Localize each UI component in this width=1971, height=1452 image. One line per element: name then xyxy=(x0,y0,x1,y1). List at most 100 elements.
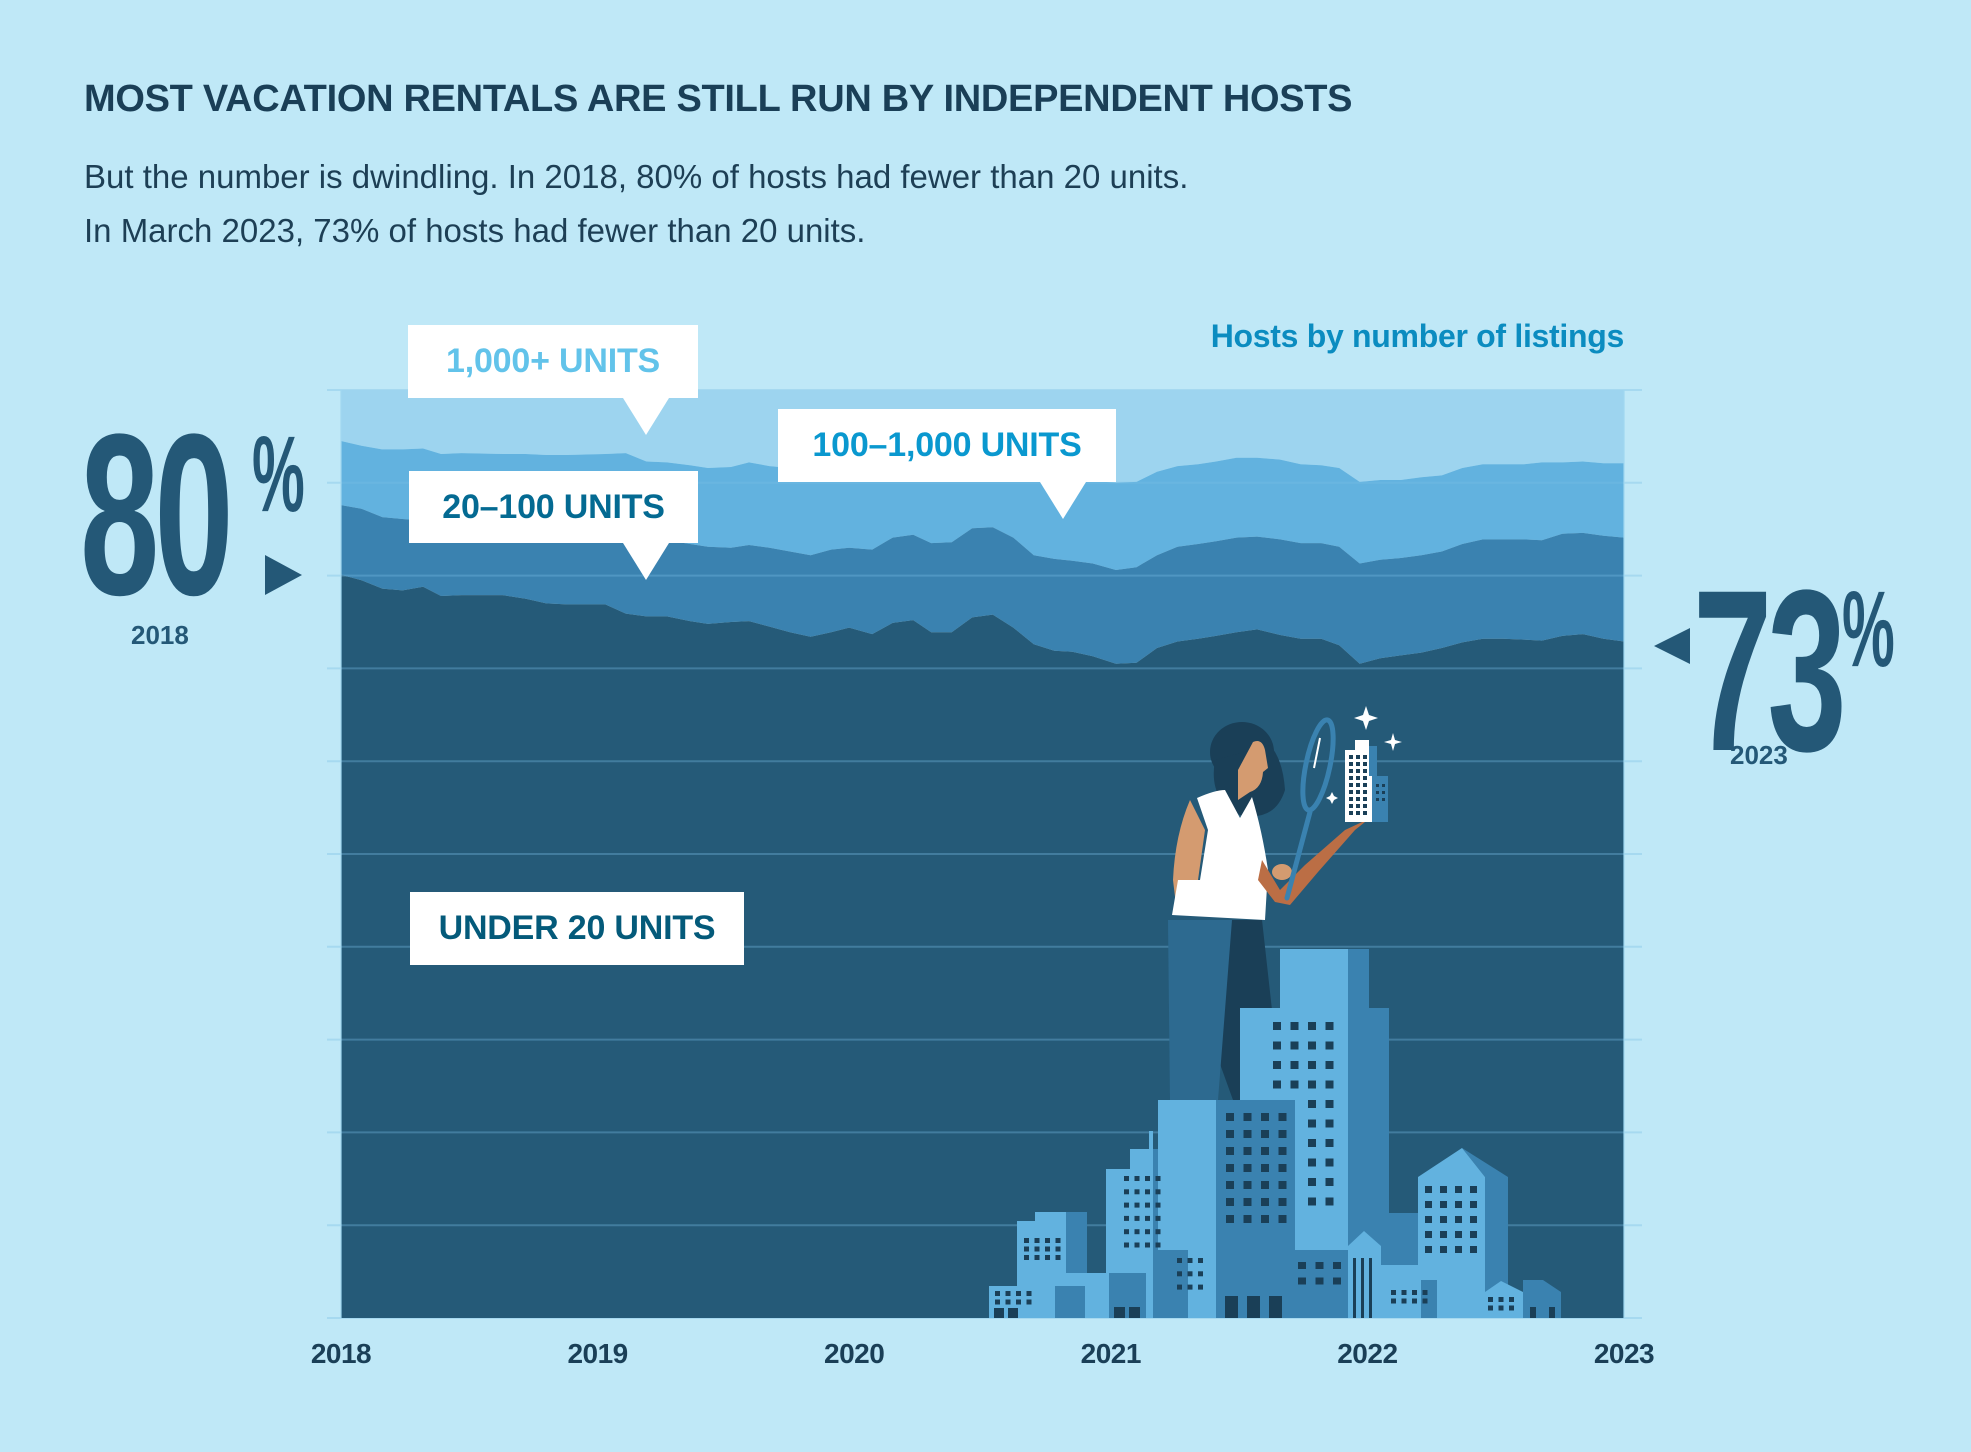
window xyxy=(1261,1198,1269,1206)
callout-pointer xyxy=(1040,482,1086,519)
window xyxy=(1356,797,1360,801)
window xyxy=(1273,1022,1281,1030)
window xyxy=(1278,1215,1287,1223)
window xyxy=(1363,762,1367,766)
window xyxy=(1243,1147,1252,1155)
window xyxy=(1363,811,1367,815)
window xyxy=(1016,1299,1021,1305)
window xyxy=(1391,1298,1396,1304)
window xyxy=(1226,1113,1234,1121)
window xyxy=(1488,1305,1493,1311)
window xyxy=(1363,776,1367,780)
window xyxy=(1155,1176,1161,1181)
window xyxy=(1356,776,1360,780)
window xyxy=(1325,1080,1334,1089)
window xyxy=(1498,1297,1504,1302)
window xyxy=(1382,791,1385,794)
window xyxy=(1315,1277,1324,1285)
window xyxy=(1376,798,1379,801)
window xyxy=(1198,1271,1203,1277)
window xyxy=(1412,1290,1417,1295)
window xyxy=(1325,1178,1334,1186)
window xyxy=(1187,1258,1193,1263)
window xyxy=(1440,1231,1447,1238)
window xyxy=(1145,1202,1150,1208)
window xyxy=(1055,1255,1061,1260)
window xyxy=(1391,1290,1396,1295)
window xyxy=(1134,1215,1140,1221)
window xyxy=(1177,1271,1182,1277)
window xyxy=(1401,1298,1407,1304)
window xyxy=(1045,1246,1050,1252)
window xyxy=(1177,1284,1182,1290)
window xyxy=(1226,1181,1234,1189)
arrow-right-icon xyxy=(265,555,302,595)
window xyxy=(1290,1080,1299,1089)
window xyxy=(1509,1297,1514,1302)
window xyxy=(1308,1119,1316,1128)
window xyxy=(1356,762,1360,766)
window xyxy=(1155,1215,1161,1221)
window xyxy=(1226,1147,1234,1155)
window xyxy=(1026,1299,1032,1305)
window xyxy=(1261,1147,1269,1155)
window xyxy=(1134,1242,1140,1248)
window xyxy=(1325,1022,1334,1030)
window xyxy=(1290,1041,1299,1050)
window xyxy=(1114,1307,1125,1318)
callout-label: UNDER 20 UNITS xyxy=(438,909,716,947)
window xyxy=(1349,790,1353,794)
window xyxy=(1455,1186,1462,1193)
window xyxy=(1155,1229,1161,1235)
window xyxy=(1273,1080,1281,1089)
window xyxy=(1455,1231,1462,1238)
window xyxy=(1124,1202,1129,1208)
window xyxy=(1005,1291,1011,1296)
subtitle-line-2: In March 2023, 73% of hosts had fewer th… xyxy=(84,212,866,249)
window xyxy=(1422,1290,1428,1295)
window xyxy=(1024,1255,1029,1260)
x-tick-label: 2021 xyxy=(1080,1338,1142,1369)
window xyxy=(1045,1238,1050,1243)
window xyxy=(1325,1197,1334,1206)
window xyxy=(1247,1296,1260,1318)
window xyxy=(1124,1215,1129,1221)
window xyxy=(1333,1277,1341,1285)
callout-under-20-units: UNDER 20 UNITS xyxy=(410,892,744,965)
window xyxy=(1124,1229,1129,1235)
window xyxy=(1422,1298,1428,1304)
window xyxy=(1187,1271,1193,1277)
x-tick-label: 2022 xyxy=(1337,1338,1398,1369)
window xyxy=(1349,804,1353,808)
window xyxy=(1226,1164,1234,1172)
window xyxy=(1363,783,1367,787)
window xyxy=(1356,755,1360,759)
window xyxy=(1356,769,1360,773)
window xyxy=(1498,1305,1504,1311)
window xyxy=(1425,1231,1432,1238)
sparkle-icon xyxy=(1326,706,1402,804)
window xyxy=(1145,1176,1150,1181)
end-stat-unit: % xyxy=(1842,568,1895,689)
window xyxy=(1349,797,1353,801)
start-stat-unit: % xyxy=(252,413,305,534)
window xyxy=(1226,1198,1234,1206)
window xyxy=(1243,1215,1252,1223)
window xyxy=(1425,1186,1432,1193)
window xyxy=(1273,1061,1281,1069)
window xyxy=(1226,1215,1234,1223)
window xyxy=(1024,1238,1029,1243)
window xyxy=(1261,1215,1269,1223)
window xyxy=(1134,1202,1140,1208)
window xyxy=(1455,1201,1462,1208)
window xyxy=(994,1308,1004,1318)
window xyxy=(1016,1291,1021,1296)
window xyxy=(1055,1246,1061,1252)
window xyxy=(1425,1216,1432,1223)
window xyxy=(1055,1238,1061,1243)
window xyxy=(995,1291,1000,1296)
window xyxy=(1382,784,1385,787)
window xyxy=(1034,1238,1040,1243)
window xyxy=(1177,1258,1182,1263)
window xyxy=(1363,755,1367,759)
